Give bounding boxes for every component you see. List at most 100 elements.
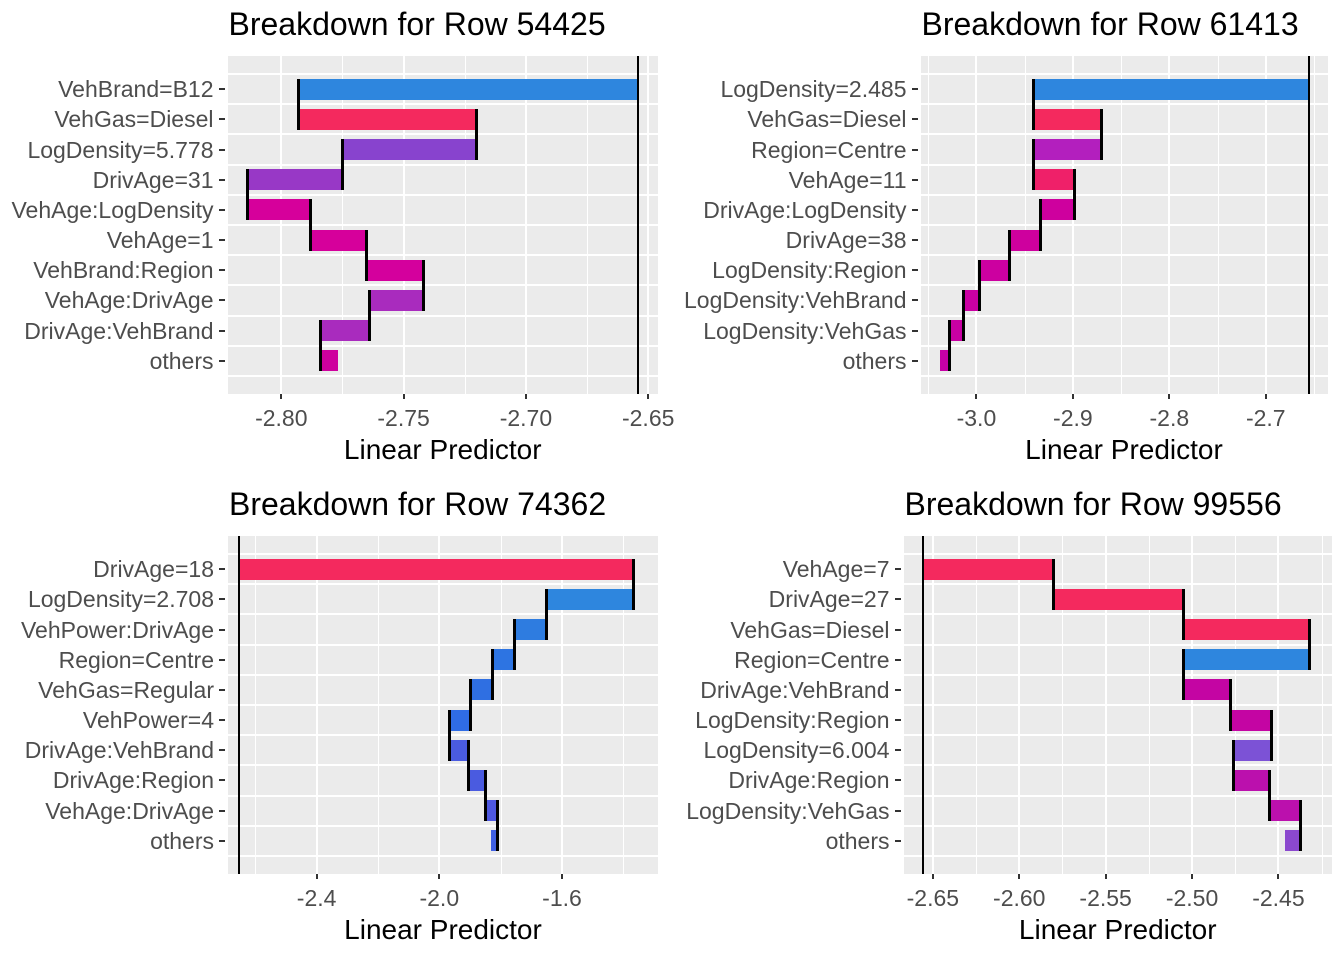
gridline-horizontal xyxy=(920,254,1328,257)
y-tick-mark xyxy=(894,779,901,782)
y-tick-mark xyxy=(894,688,901,691)
gridline-horizontal xyxy=(903,553,1332,556)
gridline-major xyxy=(524,56,527,394)
gridline-major xyxy=(561,536,563,874)
x-tick-label: -2.60 xyxy=(993,885,1046,911)
panel-title: Breakdown for Row 61413 xyxy=(921,6,1299,42)
bar xyxy=(320,350,338,372)
bar-connector xyxy=(296,78,300,130)
y-tick-mark xyxy=(911,148,918,151)
bar-connector xyxy=(1181,588,1185,641)
x-tick-mark xyxy=(561,874,563,879)
y-tick-mark xyxy=(911,269,918,272)
category-label: VehAge=7 xyxy=(782,556,890,583)
bar xyxy=(979,259,1010,281)
bar-connector xyxy=(1007,229,1011,281)
y-tick-mark xyxy=(218,178,225,181)
category-label: VehGas=Diesel xyxy=(747,106,907,133)
gridline-minor xyxy=(1321,536,1323,874)
y-tick-mark xyxy=(894,839,901,842)
gridline-horizontal xyxy=(903,643,1332,646)
gridline-horizontal xyxy=(920,163,1328,166)
y-tick-mark xyxy=(911,88,918,91)
bar-connector xyxy=(1299,800,1303,852)
y-tick-mark xyxy=(894,719,901,722)
gridline-major xyxy=(280,56,283,394)
category-label: DrivAge=31 xyxy=(92,166,214,193)
category-label: DrivAge=38 xyxy=(785,227,907,254)
bar-connector xyxy=(1031,139,1035,191)
bar-connector xyxy=(1270,709,1274,761)
gridline-horizontal xyxy=(227,73,658,76)
category-label: DrivAge:VehBrand xyxy=(24,737,214,764)
gridline-horizontal xyxy=(227,103,658,106)
gridline-horizontal xyxy=(228,613,658,616)
gridline-minor xyxy=(1062,536,1064,874)
y-tick-mark xyxy=(911,178,918,181)
gridline-horizontal xyxy=(227,374,658,377)
bar xyxy=(492,649,515,671)
bar-connector xyxy=(513,619,517,671)
y-tick-mark xyxy=(911,329,918,332)
bar xyxy=(468,769,486,791)
gridline-horizontal xyxy=(228,854,658,857)
y-tick-mark xyxy=(894,628,901,631)
x-tick-mark xyxy=(1168,394,1171,399)
x-tick-mark xyxy=(402,394,405,399)
x-tick-mark xyxy=(975,394,978,399)
x-tick-label: -2.65 xyxy=(906,885,960,911)
y-tick-mark xyxy=(219,839,225,842)
category-label: LogDensity:VehBrand xyxy=(684,287,907,314)
category-label: LogDensity:Region xyxy=(695,707,890,734)
baseline-line xyxy=(237,536,240,874)
bar xyxy=(1009,229,1041,251)
bar-connector xyxy=(367,289,371,342)
x-tick-label: -2.55 xyxy=(1079,885,1132,911)
gridline-minor xyxy=(1313,56,1315,394)
y-tick-mark xyxy=(894,568,901,571)
x-tick-label: -2.80 xyxy=(255,405,308,431)
bar xyxy=(514,619,547,641)
bar-connector xyxy=(1100,108,1104,161)
y-tick-mark xyxy=(219,568,225,571)
x-axis-title: Linear Predictor xyxy=(1025,434,1223,465)
y-tick-mark xyxy=(218,88,225,91)
x-tick-mark xyxy=(1071,394,1074,399)
x-axis-title: Linear Predictor xyxy=(344,914,542,945)
bar xyxy=(922,558,1054,580)
y-tick-mark xyxy=(894,809,901,812)
category-label: others xyxy=(149,347,214,374)
x-tick-label: -1.6 xyxy=(542,885,582,911)
gridline-horizontal xyxy=(903,854,1332,857)
bar xyxy=(238,558,634,580)
bar xyxy=(449,739,469,761)
x-tick-label: -2.8 xyxy=(1149,405,1190,431)
x-tick-label: -2.9 xyxy=(1053,405,1093,431)
gridline-horizontal xyxy=(228,764,658,767)
gridline-horizontal xyxy=(920,103,1328,106)
gridline-minor xyxy=(1024,56,1026,394)
bar xyxy=(342,139,477,161)
gridline-major xyxy=(315,536,318,874)
x-tick-label: -2.50 xyxy=(1165,885,1219,911)
category-label: VehGas=Diesel xyxy=(730,616,890,643)
gridline-minor xyxy=(255,536,257,874)
x-tick-mark xyxy=(1018,874,1021,879)
gridline-major xyxy=(402,56,405,394)
x-tick-mark xyxy=(1191,874,1194,879)
category-label: VehAge=11 xyxy=(788,166,907,193)
bar xyxy=(949,320,964,342)
category-label: VehGas=Diesel xyxy=(54,106,214,133)
gridline-horizontal xyxy=(228,553,658,556)
x-tick-mark xyxy=(647,394,650,399)
baseline-line xyxy=(1308,56,1311,394)
gridline-minor xyxy=(976,536,978,874)
gridline-horizontal xyxy=(920,314,1328,317)
category-label: VehBrand:Region xyxy=(33,257,214,284)
bar xyxy=(939,350,950,372)
y-tick-mark xyxy=(218,269,225,272)
gridline-horizontal xyxy=(228,824,658,827)
gridline-horizontal xyxy=(227,224,658,226)
bar-connector xyxy=(340,139,344,191)
bar xyxy=(1269,800,1301,822)
